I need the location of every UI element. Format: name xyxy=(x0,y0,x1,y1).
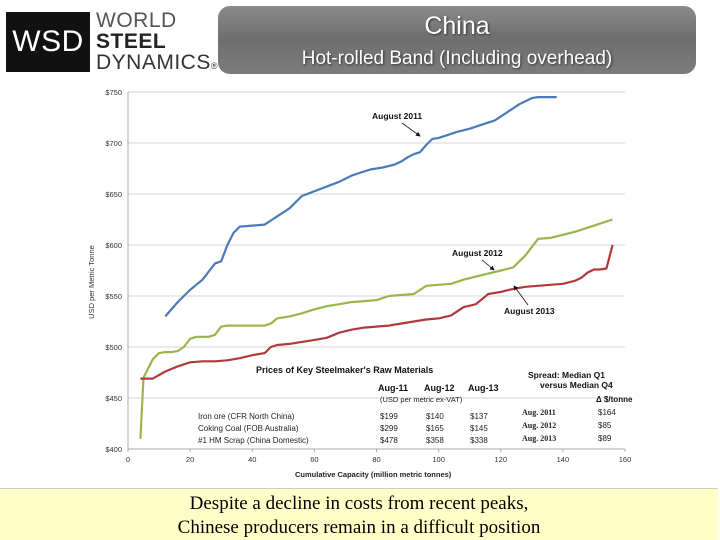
registered-mark: ® xyxy=(210,61,218,71)
annotation-aug-2011: August 2011 xyxy=(372,111,422,137)
inset-row-label: Coking Coal (FOB Australia) xyxy=(198,424,299,433)
series-line-august-2011 xyxy=(164,96,557,318)
slide-header: China Hot-rolled Band (Including overhea… xyxy=(218,6,696,74)
y-axis-label: USD per Metric Tonne xyxy=(87,245,96,319)
logo-wordmark: WORLD STEEL DYNAMICS® xyxy=(96,10,218,77)
wsd-logo: WSD WORLD STEEL DYNAMICS® xyxy=(0,0,218,82)
logo-word-steel: STEEL xyxy=(96,30,167,53)
x-tick-label: 0 xyxy=(126,455,130,464)
x-tick-label: 100 xyxy=(432,455,445,464)
spread-row-label: Aug. 2012 xyxy=(522,421,556,430)
spread-unit: Δ $/tonne xyxy=(596,395,633,404)
x-axis-label: Cumulative Capacity (million metric tonn… xyxy=(295,470,452,479)
x-tick-label: 160 xyxy=(619,455,632,464)
y-tick-label: $400 xyxy=(105,445,122,454)
inset-unit: (USD per metric ex-VAT) xyxy=(380,395,463,404)
slide-subtitle: Hot-rolled Band (Including overhead) xyxy=(301,48,613,69)
x-tick-label: 120 xyxy=(494,455,507,464)
y-tick-label: $650 xyxy=(105,190,122,199)
x-tick-label: 40 xyxy=(248,455,256,464)
caption-line-2: Chinese producers remain in a difficult … xyxy=(177,517,541,538)
chart-svg: $400 $450 $500 $550 $600 $650 $700 $750 0 20 40 60 8… xyxy=(80,82,640,487)
spread-row-label: Aug. 2011 xyxy=(522,408,556,417)
logo-word-world: WORLD xyxy=(96,9,177,32)
cost-curve-chart: $400 $450 $500 $550 $600 $650 $700 $750 0 20 40 60 8… xyxy=(80,82,640,487)
y-tick-label: $750 xyxy=(105,88,122,97)
x-tick-label: 140 xyxy=(557,455,570,464)
spread-inset: Spread: Median Q1 versus Median Q4 Δ $/t… xyxy=(522,370,633,443)
inset-col-aug-13: Aug-13 xyxy=(468,383,499,393)
inset-cell: $358 xyxy=(426,436,444,445)
inset-cell: $137 xyxy=(470,412,488,421)
inset-row-label: Iron ore (CFR North China) xyxy=(198,412,295,421)
spread-row-value: $85 xyxy=(598,421,612,430)
y-tick-label: $550 xyxy=(105,292,122,301)
inset-cell: $165 xyxy=(426,424,444,433)
annotation-label: August 2011 xyxy=(372,111,422,121)
annotation-label: August 2012 xyxy=(452,248,503,258)
annotation-arrow xyxy=(481,259,495,271)
y-tick-label: $600 xyxy=(105,241,122,250)
inset-title: Prices of Key Steelmaker's Raw Materials xyxy=(256,365,433,375)
annotation-aug-2012: August 2012 xyxy=(452,248,503,271)
slide-caption: Despite a decline in costs from recent p… xyxy=(0,488,718,540)
x-tick-label: 80 xyxy=(372,455,380,464)
annotation-arrow xyxy=(513,285,529,306)
logo-word-dynamics: DYNAMICS® xyxy=(96,52,218,77)
inset-cell: $145 xyxy=(470,424,488,433)
spread-row-value: $89 xyxy=(598,434,612,443)
spread-title-2: versus Median Q4 xyxy=(540,380,613,390)
spread-title-1: Spread: Median Q1 xyxy=(528,370,605,380)
spread-row-value: $164 xyxy=(598,408,616,417)
series-line-august-2012 xyxy=(139,218,613,439)
y-tick-label: $700 xyxy=(105,139,122,148)
inset-cell: $140 xyxy=(426,412,444,421)
logo-abbreviation: WSD xyxy=(6,12,90,72)
inset-row-label: #1 HM Scrap (China Domestic) xyxy=(198,436,309,445)
series-line-august-2013 xyxy=(140,244,614,380)
annotation-aug-2013: August 2013 xyxy=(504,285,555,316)
x-tick-label: 20 xyxy=(186,455,194,464)
slide-title: China xyxy=(424,12,490,40)
annotation-arrow xyxy=(401,122,421,137)
inset-col-aug-11: Aug-11 xyxy=(378,383,408,393)
inset-cell: $299 xyxy=(380,424,398,433)
y-tick-label: $500 xyxy=(105,343,122,352)
y-tick-label: $450 xyxy=(105,394,122,403)
inset-cell: $478 xyxy=(380,436,398,445)
inset-col-aug-12: Aug-12 xyxy=(424,383,455,393)
x-tick-label: 60 xyxy=(310,455,318,464)
caption-line-1: Despite a decline in costs from recent p… xyxy=(189,493,529,514)
raw-materials-inset: Prices of Key Steelmaker's Raw Materials… xyxy=(198,365,499,445)
spread-row-label: Aug. 2013 xyxy=(522,434,556,443)
logo-word-dynamics-text: DYNAMICS xyxy=(96,51,211,74)
annotation-label: August 2013 xyxy=(504,306,555,316)
inset-cell: $199 xyxy=(380,412,398,421)
inset-cell: $338 xyxy=(470,436,488,445)
